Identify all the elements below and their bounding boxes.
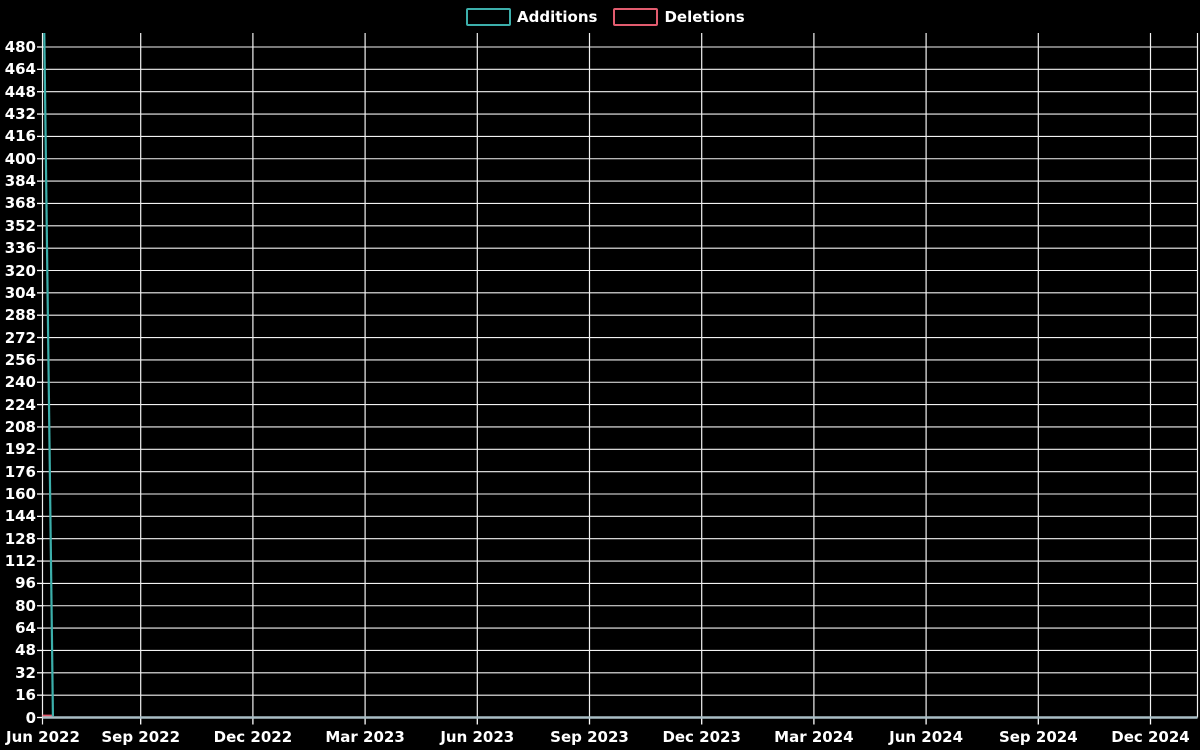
y-tick-label: 176 [4,462,36,481]
y-tick-label: 208 [4,417,36,436]
y-tick-label: 160 [4,485,36,503]
x-tick-label: Dec 2023 [662,728,741,746]
y-tick-label: 128 [4,529,36,548]
y-tick-label: 336 [4,239,36,258]
additions-swatch-icon [466,8,511,26]
y-tick-label: 64 [15,619,36,638]
x-tick-label: Jun 2024 [889,728,964,746]
y-tick-label: 192 [4,440,36,459]
x-tick-label: Sep 2022 [101,728,181,746]
y-tick-label: 224 [4,395,36,414]
deletions-swatch-icon [613,8,659,26]
y-tick-label: 144 [4,507,36,526]
y-tick-label: 384 [4,172,36,191]
y-tick-label: 432 [4,105,36,124]
legend-item-deletions[interactable]: Deletions [613,7,745,27]
y-tick-label: 80 [15,596,36,615]
y-tick-label: 16 [15,686,36,705]
y-tick-label: 448 [4,82,36,101]
y-tick-label: 480 [4,38,36,56]
x-tick-label: Dec 2024 [1111,728,1190,746]
legend-label-additions: Additions [517,8,598,26]
y-tick-label: 288 [4,306,36,325]
chart-legend: Additions Deletions [466,7,745,27]
y-tick-label: 256 [4,350,36,369]
y-tick-label: 416 [4,127,36,146]
x-tick-label: Jun 2022 [6,728,80,746]
y-tick-label: 32 [15,663,36,682]
y-tick-label: 48 [15,641,36,660]
y-tick-label: 112 [4,552,36,571]
y-tick-label: 464 [4,60,36,79]
x-tick-label: Sep 2023 [550,728,629,746]
x-tick-label: Jun 2023 [440,728,515,746]
y-tick-label: 0 [25,708,36,727]
y-tick-label: 240 [4,373,36,392]
y-tick-label: 400 [4,149,36,168]
y-tick-label: 96 [15,574,36,593]
x-tick-label: Dec 2022 [213,728,293,746]
legend-item-additions[interactable]: Additions [466,7,597,27]
x-tick-label: Mar 2024 [774,728,854,746]
x-tick-label: Sep 2024 [998,728,1078,746]
y-tick-label: 368 [4,194,36,213]
y-tick-label: 272 [4,328,36,347]
y-tick-label: 320 [4,261,36,280]
x-tick-label: Mar 2023 [325,728,405,746]
y-tick-label: 352 [4,216,36,235]
y-tick-label: 304 [4,283,36,302]
legend-label-deletions: Deletions [664,8,745,26]
additions-line [43,33,55,717]
